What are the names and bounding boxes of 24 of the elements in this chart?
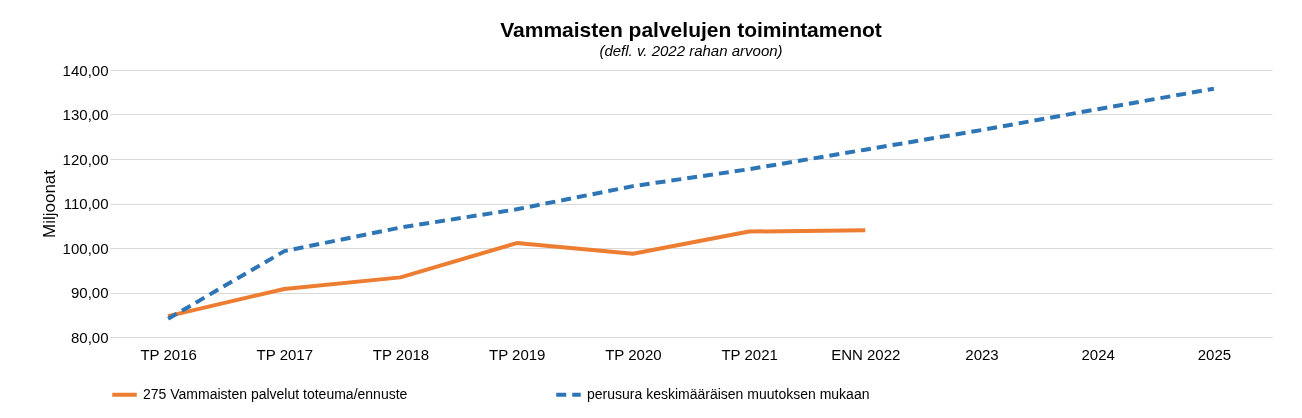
y-tick-label: 100,00 xyxy=(62,239,109,257)
y-tick-label: 140,00 xyxy=(62,61,109,79)
x-tick-label: TP 2017 xyxy=(256,345,314,363)
x-tick-label: 2023 xyxy=(965,345,999,363)
x-tick-label: TP 2016 xyxy=(140,345,197,363)
legend-label: 275 Vammaisten palvelut toteuma/ennuste xyxy=(143,385,408,402)
x-tick-label: 2025 xyxy=(1197,345,1232,363)
x-tick-label: ENN 2022 xyxy=(831,345,901,363)
x-tick-label: TP 2018 xyxy=(372,345,430,363)
x-tick-label: TP 2021 xyxy=(721,345,778,363)
line-series xyxy=(166,228,868,319)
y-tick-label: 90,00 xyxy=(70,284,109,301)
x-tick-label: TP 2019 xyxy=(488,345,546,363)
y-tick-label: 80,00 xyxy=(70,328,109,346)
y-axis-title: Miljoonat xyxy=(39,169,59,239)
chart-subtitle: (defl. v. 2022 rahan arvoon) xyxy=(599,42,783,59)
x-tick-label: TP 2020 xyxy=(605,345,662,363)
y-tick-label: 130,00 xyxy=(62,106,109,123)
y-tick-label: 120,00 xyxy=(62,150,109,168)
legend-label: perusura keskimääräisen muutoksen mukaan xyxy=(587,385,870,402)
line-series xyxy=(166,86,1216,321)
y-tick-label: 110,00 xyxy=(63,195,109,212)
chart-title: Vammaisten palvelujen toimintamenot xyxy=(500,18,882,41)
x-tick-label: 2024 xyxy=(1081,345,1115,363)
